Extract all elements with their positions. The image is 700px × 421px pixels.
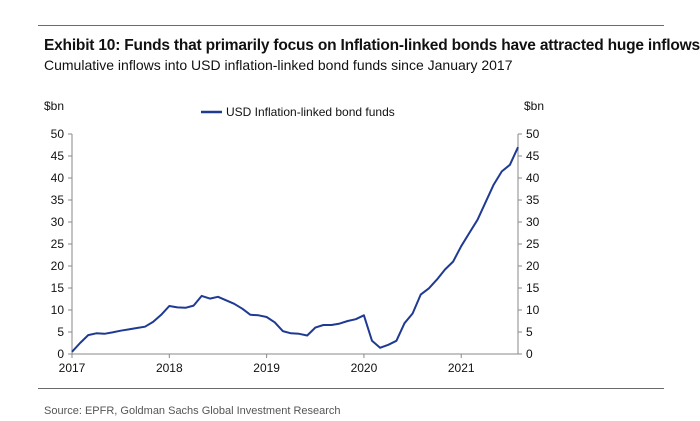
y-tick-label-left: 0 bbox=[57, 347, 64, 361]
y-tick-label-right: 20 bbox=[526, 259, 540, 273]
y-tick-label-right: 50 bbox=[526, 127, 540, 141]
x-tick-label: 2019 bbox=[253, 361, 280, 375]
y-tick-label-left: 25 bbox=[51, 237, 65, 251]
source-note: Source: EPFR, Goldman Sachs Global Inves… bbox=[44, 405, 341, 417]
series-line-usd-inflation-linked bbox=[71, 146, 519, 353]
y-tick-label-right: 45 bbox=[526, 149, 540, 163]
y-tick-label-right: 40 bbox=[526, 171, 540, 185]
x-tick-label: 2018 bbox=[156, 361, 183, 375]
y-tick-label-left: 45 bbox=[51, 149, 65, 163]
legend-label: USD Inflation-linked bond funds bbox=[226, 105, 395, 119]
y-tick-label-left: 15 bbox=[51, 281, 65, 295]
x-tick-label: 2020 bbox=[351, 361, 378, 375]
y-tick-label-left: 20 bbox=[51, 259, 65, 273]
y-tick-label-left: 35 bbox=[51, 193, 65, 207]
chart-subtitle: Cumulative inflows into USD inflation-li… bbox=[44, 57, 513, 73]
y-tick-label-right: 0 bbox=[526, 347, 533, 361]
y-tick-label-left: 10 bbox=[51, 303, 65, 317]
x-tick-label: 2017 bbox=[59, 361, 86, 375]
y-tick-label-left: 50 bbox=[51, 127, 65, 141]
y-tick-label-left: 30 bbox=[51, 215, 65, 229]
chart-title: Exhibit 10: Funds that primarily focus o… bbox=[44, 37, 700, 54]
y-tick-label-right: 30 bbox=[526, 215, 540, 229]
y-tick-label-left: 5 bbox=[57, 325, 64, 339]
bottom-rule bbox=[38, 388, 664, 389]
x-tick-label: 2021 bbox=[448, 361, 475, 375]
top-rule bbox=[38, 25, 664, 26]
y-axis-unit-right: $bn bbox=[524, 99, 544, 113]
y-tick-label-left: 40 bbox=[51, 171, 65, 185]
y-tick-label-right: 15 bbox=[526, 281, 540, 295]
legend: USD Inflation-linked bond funds bbox=[201, 105, 395, 119]
y-tick-label-right: 25 bbox=[526, 237, 540, 251]
y-tick-label-right: 35 bbox=[526, 193, 540, 207]
y-tick-label-right: 5 bbox=[526, 325, 533, 339]
y-axis-unit-left: $bn bbox=[44, 99, 64, 113]
y-tick-label-right: 10 bbox=[526, 303, 540, 317]
